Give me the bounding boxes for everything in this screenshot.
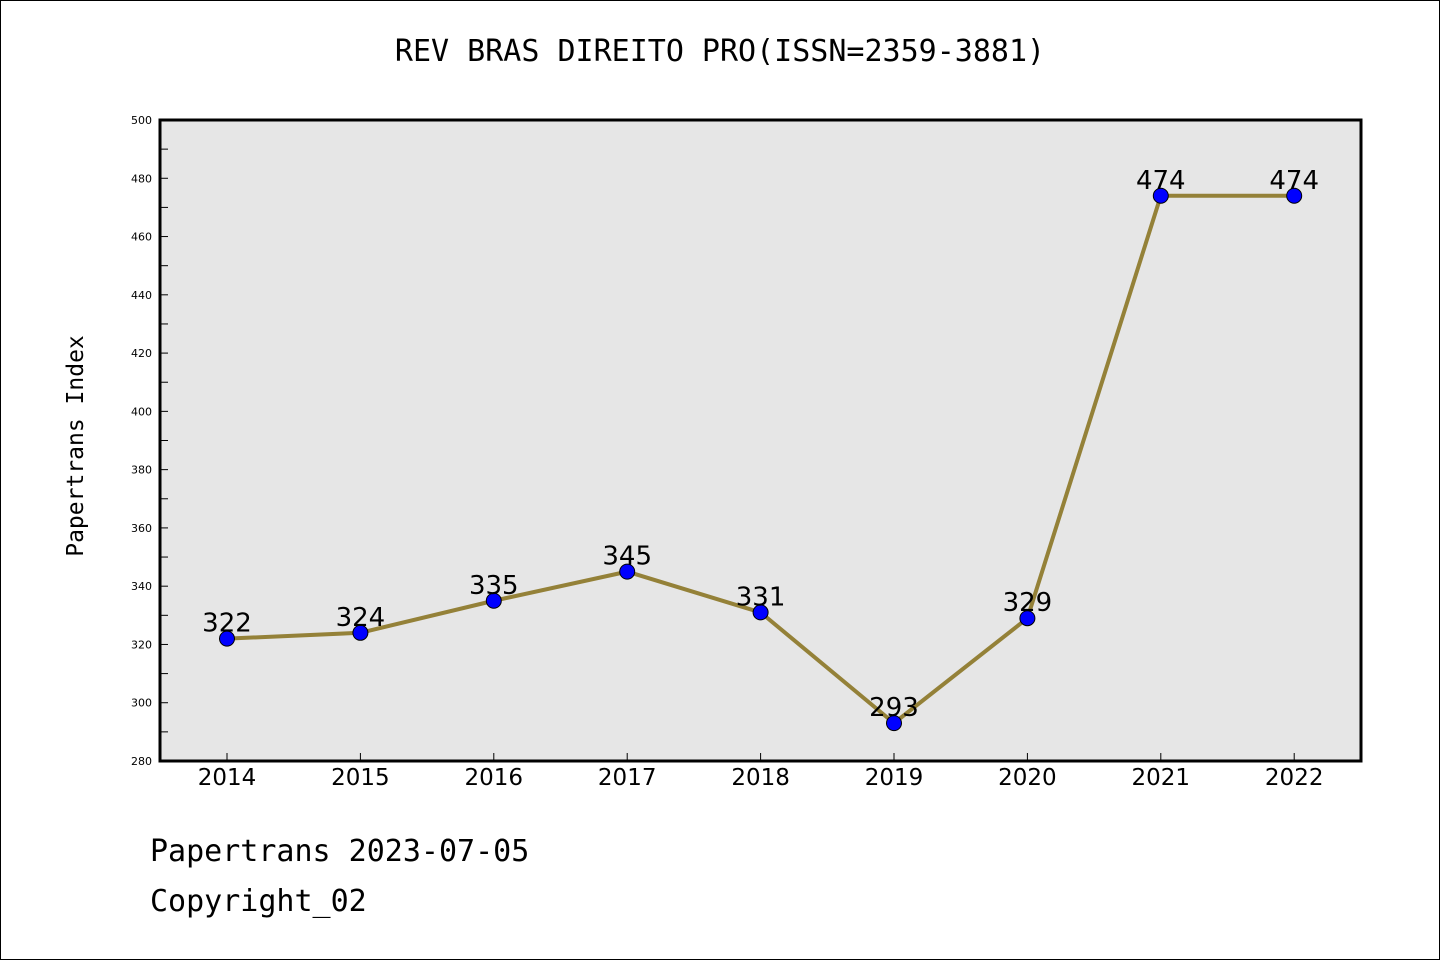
y-tick-label: 320 [131,638,152,651]
y-tick-label: 340 [131,580,152,593]
data-label: 345 [602,542,652,572]
y-tick-label: 460 [131,231,152,244]
x-tick-label: 2015 [331,765,390,791]
x-tick-label: 2019 [865,765,924,791]
x-tick-label: 2020 [998,765,1057,791]
data-label: 474 [1136,166,1186,196]
x-tick-label: 2021 [1132,765,1191,791]
y-tick-label: 400 [131,405,152,418]
y-tick-label: 500 [131,114,152,127]
data-point [1286,187,1303,204]
data-label: 324 [336,603,386,633]
y-tick-label: 360 [131,522,152,535]
footer-copyright: Copyright_02 [150,884,367,919]
footer-date: Papertrans 2023-07-05 [150,834,530,869]
data-point [1152,187,1169,204]
x-tick-label: 2022 [1265,765,1324,791]
x-tick-label: 2018 [731,765,790,791]
data-label: 335 [469,571,519,601]
data-label: 322 [202,609,252,639]
y-tick-label: 480 [131,172,152,185]
x-tick-label: 2017 [598,765,657,791]
x-tick-label: 2014 [198,765,257,791]
y-tick-label: 420 [131,347,152,360]
data-point [352,624,369,641]
data-point [1019,610,1036,627]
plot-area [160,120,1361,761]
chart-title: REV BRAS DIREITO PRO(ISSN=2359-3881) [394,34,1046,69]
data-label: 474 [1269,166,1319,196]
plot-border [158,118,1363,763]
data-point [619,563,636,580]
data-label: 329 [1003,588,1053,618]
data-label: 293 [869,693,919,723]
data-point [886,715,902,732]
data-point [219,630,235,647]
y-tick-label: 380 [131,464,152,477]
y-tick-label: 440 [131,289,152,302]
x-tick-label: 2016 [465,765,524,791]
y-tick-label: 300 [131,697,152,710]
data-point [485,592,502,609]
y-tick-label: 280 [131,755,152,768]
data-point [752,604,769,621]
data-label: 331 [736,582,786,612]
